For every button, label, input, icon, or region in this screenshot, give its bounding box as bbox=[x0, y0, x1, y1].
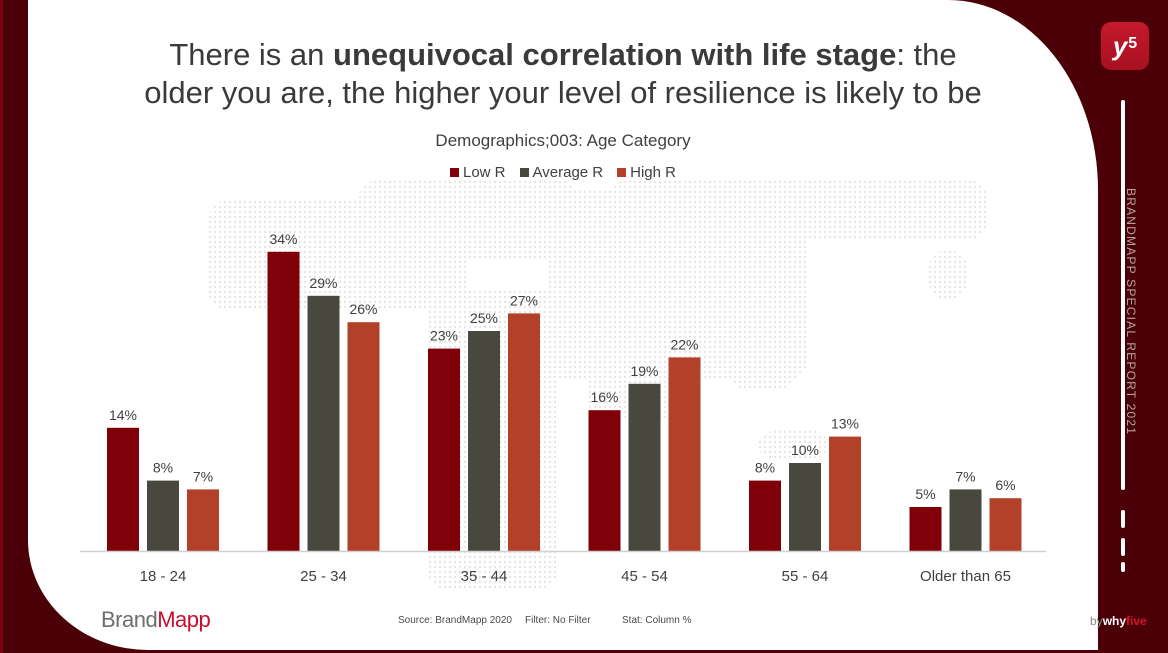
bar-low-r-0 bbox=[107, 427, 139, 551]
bar-chart: 14% 8% 7% 34% 29% 26% 23% 25% 27% 16% 19% 22% 8% 10% 1… bbox=[80, 180, 1046, 590]
bar-low-r-4 bbox=[749, 480, 781, 551]
data-label: 22% bbox=[670, 336, 698, 352]
bar-low-r-3 bbox=[588, 410, 621, 551]
x-tick-labels: 18 - 24 25 - 34 35 - 44 45 - 54 55 - 64 Older… bbox=[140, 568, 1011, 585]
chart-legend: Low R Average R High R bbox=[28, 164, 1098, 181]
sidebar-gap bbox=[1121, 500, 1125, 509]
headline: There is an unequivocal correlation with… bbox=[28, 36, 1098, 112]
x-tick-label: 45 - 54 bbox=[621, 568, 668, 585]
data-label: 7% bbox=[193, 468, 213, 484]
bar-high-r-1 bbox=[347, 322, 380, 551]
data-label: 6% bbox=[995, 477, 1015, 493]
data-label: 13% bbox=[831, 416, 859, 432]
bars-layer bbox=[107, 251, 1022, 552]
brandmapp-logo: BrandMapp bbox=[101, 607, 211, 633]
map-dot-region bbox=[758, 430, 828, 460]
data-label: 25% bbox=[470, 310, 498, 326]
legend-label-low: Low R bbox=[463, 164, 506, 181]
logo-why: why bbox=[1102, 614, 1127, 628]
filter-note: Filter: No Filter bbox=[525, 615, 591, 626]
bar-average-r-1 bbox=[307, 295, 340, 551]
bywhyfive-logo: bywhyfive bbox=[1090, 614, 1147, 628]
x-tick-label: 35 - 44 bbox=[461, 568, 508, 585]
map-dot-region bbox=[728, 330, 798, 390]
data-labels-layer: 14% 8% 7% 34% 29% 26% 23% 25% 27% 16% 19% 22% 8% 10% 1… bbox=[109, 231, 1016, 502]
bar-high-r-2 bbox=[508, 313, 540, 551]
map-dot-region bbox=[928, 250, 968, 300]
legend-label-high: High R bbox=[630, 164, 676, 181]
world-map-background bbox=[208, 180, 988, 590]
bar-low-r-5 bbox=[909, 507, 942, 551]
bar-low-r-1 bbox=[267, 251, 300, 552]
bar-average-r-3 bbox=[628, 383, 661, 551]
legend-item-average: Average R bbox=[519, 164, 604, 181]
data-label: 7% bbox=[955, 468, 975, 484]
data-label: 26% bbox=[349, 301, 377, 317]
map-dot-region bbox=[358, 180, 578, 260]
report-title-vertical: BRANDMAPP SPECIAL REPORT 2021 bbox=[1124, 188, 1138, 436]
sidebar-dash-1 bbox=[1121, 510, 1125, 528]
sidebar-dash-2 bbox=[1121, 538, 1125, 556]
headline-bold: unequivocal correlation with life stage bbox=[333, 37, 897, 72]
x-tick-label: 18 - 24 bbox=[140, 568, 187, 585]
chart-title: Demographics;003: Age Category bbox=[435, 131, 691, 150]
logo-five: five bbox=[1126, 614, 1147, 628]
data-label: 27% bbox=[510, 292, 538, 308]
headline-line2: older you are, the higher your level of … bbox=[144, 75, 982, 110]
bar-high-r-5 bbox=[989, 498, 1022, 551]
data-label: 23% bbox=[430, 328, 458, 344]
slide-panel: There is an unequivocal correlation with… bbox=[28, 0, 1098, 650]
logo-letter: y bbox=[1112, 30, 1128, 61]
data-label: 5% bbox=[915, 486, 935, 502]
brand-logo-prefix: Brand bbox=[101, 607, 158, 632]
sidebar-divider-line bbox=[1121, 100, 1125, 490]
x-tick-label: Older than 65 bbox=[920, 568, 1011, 585]
x-tick-label: 25 - 34 bbox=[300, 568, 347, 585]
legend-item-high: High R bbox=[617, 164, 676, 181]
bar-low-r-2 bbox=[428, 348, 460, 551]
brand-logo-accent: Mapp bbox=[157, 607, 211, 632]
logo-by: by bbox=[1090, 614, 1103, 628]
data-label: 14% bbox=[109, 407, 137, 423]
map-dot-region bbox=[608, 180, 988, 240]
source-note: Source: BrandMapp 2020 bbox=[398, 615, 512, 626]
legend-item-low: Low R bbox=[450, 164, 506, 181]
data-label: 16% bbox=[590, 389, 618, 405]
x-tick-label: 55 - 64 bbox=[782, 568, 829, 585]
data-label: 10% bbox=[791, 442, 819, 458]
bar-high-r-3 bbox=[668, 357, 701, 551]
bar-average-r-5 bbox=[949, 489, 982, 551]
headline-part1: There is an bbox=[169, 37, 334, 72]
legend-swatch-average bbox=[519, 168, 529, 177]
legend-swatch-high bbox=[617, 168, 627, 177]
bar-average-r-4 bbox=[789, 463, 821, 551]
legend-label-average: Average R bbox=[532, 164, 604, 181]
logo-superscript: 5 bbox=[1128, 35, 1138, 52]
data-label: 19% bbox=[630, 363, 658, 379]
sidebar-dash-3 bbox=[1121, 562, 1125, 572]
headline-part2: : the bbox=[896, 37, 957, 72]
stat-note: Stat: Column % bbox=[622, 615, 692, 626]
frame-edge bbox=[0, 0, 3, 653]
data-label: 34% bbox=[269, 231, 297, 247]
data-label: 8% bbox=[755, 460, 775, 476]
data-label: 8% bbox=[153, 460, 173, 476]
bar-high-r-4 bbox=[829, 436, 861, 551]
bar-average-r-0 bbox=[147, 480, 179, 551]
bar-high-r-0 bbox=[187, 489, 219, 551]
legend-swatch-low bbox=[450, 168, 459, 177]
bar-average-r-2 bbox=[468, 331, 500, 551]
data-label: 29% bbox=[309, 275, 337, 291]
